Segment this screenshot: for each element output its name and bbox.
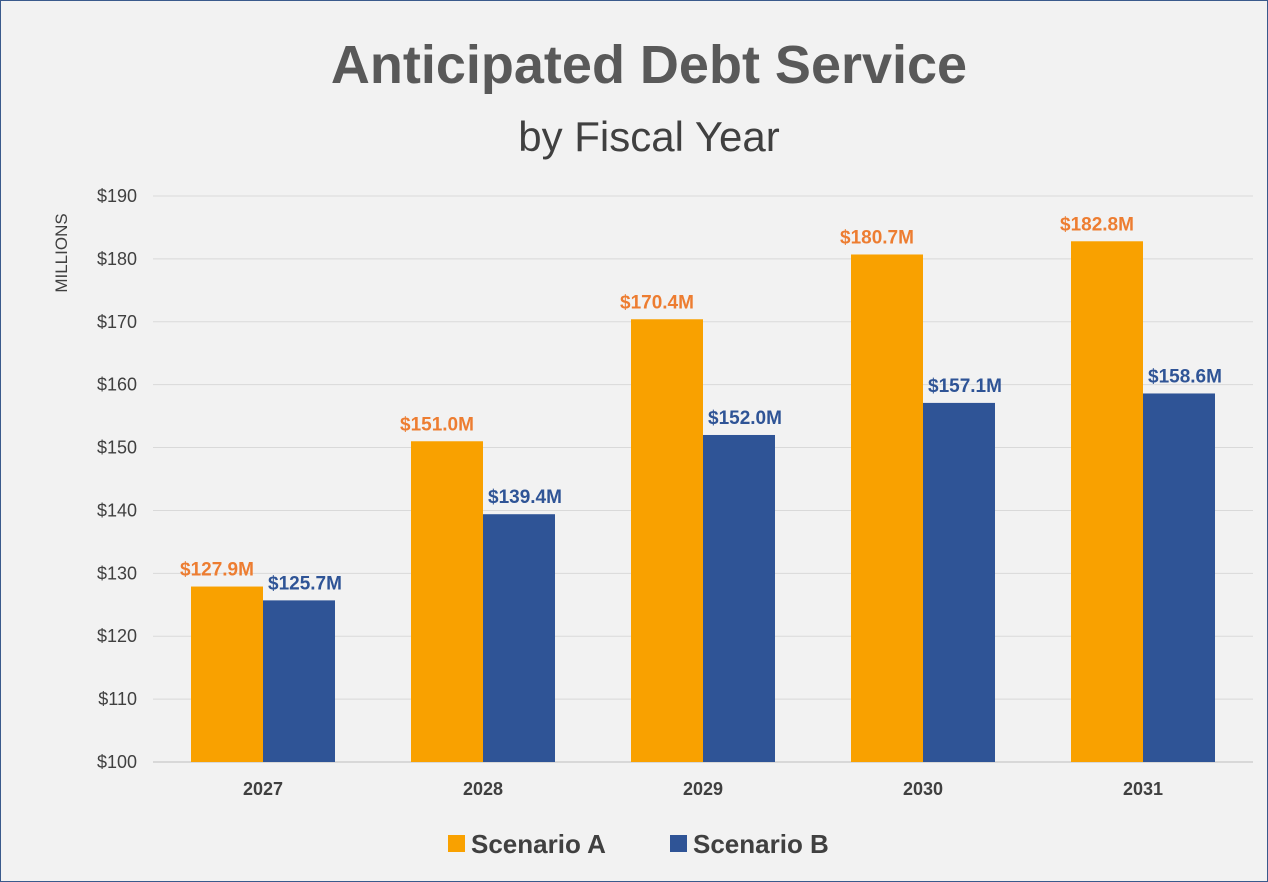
bar-scenario-b-2030 — [923, 402, 995, 762]
bar-scenario-b-2031 — [1143, 393, 1215, 762]
bar-scenario-a-2027 — [191, 586, 263, 762]
x-tick-label: 2030 — [903, 779, 943, 799]
y-tick-label: $100 — [97, 752, 137, 772]
x-tick-label: 2028 — [463, 779, 503, 799]
data-label: $182.8M — [1060, 214, 1134, 235]
y-tick-label: $180 — [97, 249, 137, 269]
x-tick-label: 2031 — [1123, 779, 1163, 799]
y-tick-label: $140 — [97, 500, 137, 520]
legend-swatch — [670, 835, 687, 852]
bar-scenario-b-2027 — [263, 600, 335, 762]
y-axis-label: MILLIONS — [52, 213, 71, 292]
y-tick-label: $150 — [97, 438, 137, 458]
legend-label: Scenario A — [471, 829, 606, 859]
x-tick-label: 2029 — [683, 779, 723, 799]
bar-scenario-a-2029 — [631, 319, 703, 762]
data-label: $157.1M — [928, 376, 1002, 397]
legend-label: Scenario B — [693, 829, 829, 859]
legend-item-scenario-b: Scenario B — [670, 829, 829, 859]
data-label: $170.4M — [620, 292, 694, 313]
y-tick-label: $160 — [97, 375, 137, 395]
data-label: $139.4M — [488, 487, 562, 508]
y-tick-label: $190 — [97, 186, 137, 206]
bar-scenario-a-2028 — [411, 441, 483, 762]
data-label: $180.7M — [840, 227, 914, 248]
data-label: $151.0M — [400, 414, 474, 435]
y-tick-label: $130 — [97, 563, 137, 583]
data-label: $125.7M — [268, 573, 342, 594]
bar-scenario-a-2031 — [1071, 241, 1143, 762]
y-axis-ticks: $100 $110 $120 $130 $140 $150 $160 $170 $180 $190 — [97, 186, 137, 772]
legend-item-scenario-a: Scenario A — [448, 829, 606, 859]
data-labels: $127.9M $125.7M $151.0M $139.4M $170.4M $152.… — [180, 214, 1222, 594]
data-label: $127.9M — [180, 560, 254, 581]
y-tick-label: $120 — [97, 626, 137, 646]
chart-subtitle: by Fiscal Year — [518, 113, 779, 160]
data-label: $152.0M — [708, 408, 782, 429]
bar-scenario-a-2030 — [851, 254, 923, 762]
bar-scenario-b-2028 — [483, 514, 555, 762]
legend: Scenario A Scenario B — [448, 829, 829, 859]
bar-scenario-b-2029 — [703, 434, 775, 762]
y-tick-label: $110 — [98, 689, 137, 709]
y-tick-label: $170 — [97, 312, 137, 332]
bars — [191, 241, 1215, 762]
x-tick-label: 2027 — [243, 779, 283, 799]
x-axis-ticks: 2027 2028 2029 2030 2031 — [243, 779, 1163, 799]
chart-title: Anticipated Debt Service — [331, 35, 967, 95]
data-label: $158.6M — [1148, 366, 1222, 387]
legend-swatch — [448, 835, 465, 852]
